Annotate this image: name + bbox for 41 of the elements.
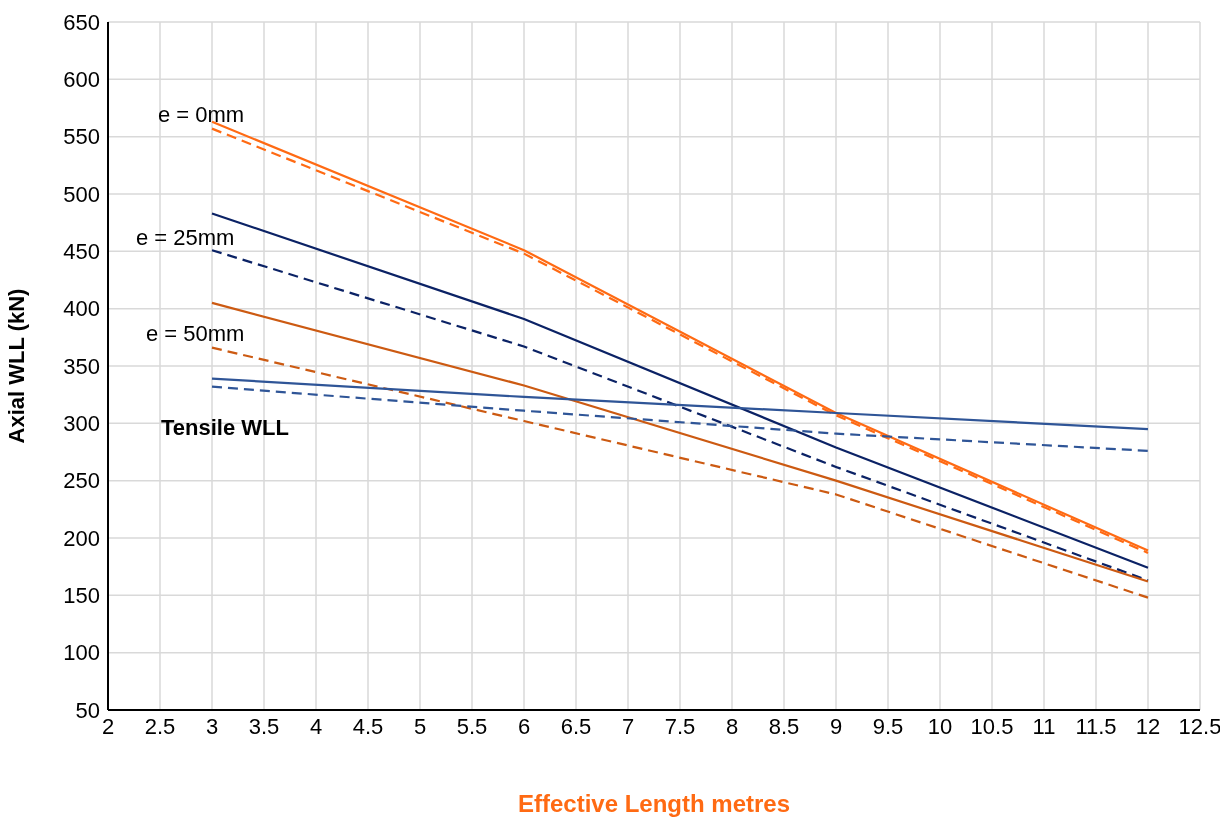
x-tick-label: 12.5 xyxy=(1178,713,1222,739)
x-tick-label: 4 xyxy=(309,713,323,739)
y-tick-label: 150 xyxy=(63,583,100,609)
x-tick-label: 11.5 xyxy=(1075,713,1117,739)
annotation: e = 25mm xyxy=(136,225,235,251)
y-tick-label: 300 xyxy=(63,411,100,437)
x-tick-label: 9 xyxy=(829,713,843,739)
x-tick-label: 2.5 xyxy=(144,713,176,739)
x-tick-label: 6 xyxy=(517,713,531,739)
x-tick-label: 5.5 xyxy=(456,713,488,739)
x-tick-label: 2 xyxy=(101,713,115,739)
x-tick-label: 9.5 xyxy=(872,713,904,739)
y-tick-label: 600 xyxy=(63,67,100,93)
y-tick-label: 500 xyxy=(63,181,100,207)
x-tick-label: 8 xyxy=(725,713,739,739)
x-tick-label: 4.5 xyxy=(352,713,384,739)
x-tick-label: 8.5 xyxy=(768,713,800,739)
y-tick-label: 200 xyxy=(63,525,100,551)
x-tick-label: 12 xyxy=(1135,713,1161,739)
y-tick-label: 50 xyxy=(75,697,100,723)
y-tick-label: 100 xyxy=(63,640,100,666)
y-tick-label: 550 xyxy=(63,124,100,150)
annotation: e = 50mm xyxy=(146,321,245,347)
y-tick-label: 450 xyxy=(63,239,100,265)
y-tick-label: 650 xyxy=(63,9,100,35)
x-tick-label: 6.5 xyxy=(560,713,592,739)
x-tick-label: 10 xyxy=(927,713,953,739)
x-tick-label: 7.5 xyxy=(664,713,696,739)
x-axis-title: Effective Length metres xyxy=(517,790,791,818)
annotation: e = 0mm xyxy=(158,102,245,128)
x-tick-label: 3.5 xyxy=(248,713,280,739)
y-tick-label: 250 xyxy=(63,468,100,494)
x-tick-label: 5 xyxy=(413,713,427,739)
y-axis-title: Axial WLL (kN) xyxy=(3,288,29,444)
x-tick-label: 3 xyxy=(205,713,219,739)
x-tick-label: 11 xyxy=(1032,713,1056,739)
y-tick-label: 350 xyxy=(63,353,100,379)
annotation: Tensile WLL xyxy=(161,415,289,441)
x-tick-label: 7 xyxy=(621,713,635,739)
x-tick-label: 10.5 xyxy=(970,713,1014,739)
y-tick-label: 400 xyxy=(63,296,100,322)
